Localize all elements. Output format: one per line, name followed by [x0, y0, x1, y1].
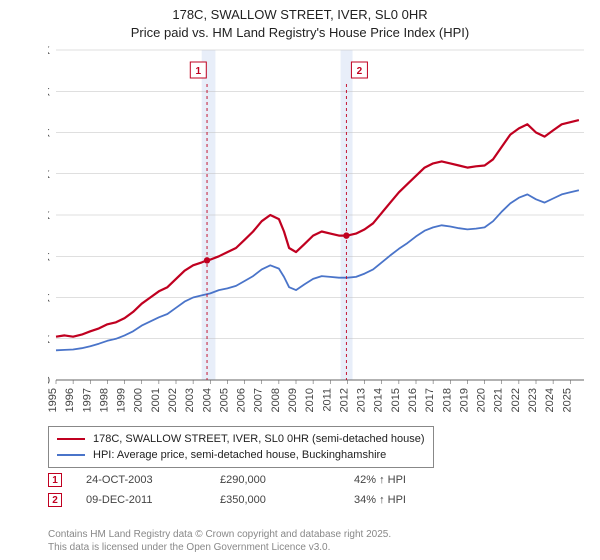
svg-text:£800K: £800K [48, 46, 51, 57]
svg-text:2005: 2005 [218, 388, 230, 412]
sale-marker-icon: 1 [48, 473, 62, 487]
legend: 178C, SWALLOW STREET, IVER, SL0 0HR (sem… [48, 426, 434, 468]
chart-container: 178C, SWALLOW STREET, IVER, SL0 0HR Pric… [0, 0, 600, 560]
sale-row: 1 24-OCT-2003 £290,000 42% ↑ HPI [48, 470, 474, 490]
svg-text:2024: 2024 [544, 388, 556, 412]
svg-text:2022: 2022 [510, 388, 522, 412]
legend-swatch [57, 438, 85, 440]
svg-text:2003: 2003 [184, 388, 196, 412]
svg-text:2010: 2010 [304, 388, 316, 412]
legend-text: 178C, SWALLOW STREET, IVER, SL0 0HR (sem… [93, 433, 425, 445]
svg-text:2018: 2018 [441, 388, 453, 412]
sale-row: 2 09-DEC-2011 £350,000 34% ↑ HPI [48, 490, 474, 510]
svg-text:£100K: £100K [48, 334, 51, 346]
sales-table: 1 24-OCT-2003 £290,000 42% ↑ HPI 2 09-DE… [48, 470, 474, 510]
svg-text:2011: 2011 [321, 388, 333, 412]
footer-line: This data is licensed under the Open Gov… [48, 541, 391, 554]
svg-text:2023: 2023 [527, 388, 539, 412]
svg-text:£200K: £200K [48, 293, 51, 305]
legend-text: HPI: Average price, semi-detached house,… [93, 449, 386, 461]
legend-row: 178C, SWALLOW STREET, IVER, SL0 0HR (sem… [57, 431, 425, 447]
svg-text:2002: 2002 [167, 388, 179, 412]
svg-text:1998: 1998 [98, 388, 110, 412]
sale-marker-icon: 2 [48, 493, 62, 507]
svg-text:£500K: £500K [48, 169, 51, 181]
chart-area: £0 £100K £200K £300K £400K £500K £600K £700K £80… [48, 46, 588, 416]
title-block: 178C, SWALLOW STREET, IVER, SL0 0HR Pric… [0, 0, 600, 41]
title-subtitle: Price paid vs. HM Land Registry's House … [0, 24, 600, 42]
svg-text:1997: 1997 [81, 388, 93, 412]
legend-row: HPI: Average price, semi-detached house,… [57, 447, 425, 463]
svg-text:2006: 2006 [236, 388, 248, 412]
chart-svg: £0 £100K £200K £300K £400K £500K £600K £700K £80… [48, 46, 588, 416]
svg-text:£600K: £600K [48, 128, 51, 140]
svg-text:2: 2 [357, 66, 363, 77]
sale-date: 09-DEC-2011 [86, 494, 196, 506]
svg-text:2020: 2020 [476, 388, 488, 412]
sale-price: £290,000 [220, 474, 330, 486]
footer: Contains HM Land Registry data © Crown c… [48, 528, 391, 554]
svg-text:1999: 1999 [116, 388, 128, 412]
svg-text:2008: 2008 [270, 388, 282, 412]
svg-text:2016: 2016 [407, 388, 419, 412]
svg-text:2000: 2000 [133, 388, 145, 412]
svg-text:2015: 2015 [390, 388, 402, 412]
svg-text:2019: 2019 [458, 388, 470, 412]
svg-text:2009: 2009 [287, 388, 299, 412]
svg-text:2012: 2012 [338, 388, 350, 412]
sale-hpi: 34% ↑ HPI [354, 494, 474, 506]
svg-text:1: 1 [196, 66, 202, 77]
svg-text:2017: 2017 [424, 388, 436, 412]
svg-text:1995: 1995 [48, 388, 59, 412]
svg-text:£300K: £300K [48, 251, 51, 263]
svg-text:2004: 2004 [201, 388, 213, 412]
svg-text:2001: 2001 [150, 388, 162, 412]
sale-hpi: 42% ↑ HPI [354, 474, 474, 486]
svg-text:2025: 2025 [561, 388, 573, 412]
svg-text:1996: 1996 [64, 388, 76, 412]
svg-text:2013: 2013 [356, 388, 368, 412]
footer-line: Contains HM Land Registry data © Crown c… [48, 528, 391, 541]
sale-price: £350,000 [220, 494, 330, 506]
svg-text:2021: 2021 [493, 388, 505, 412]
svg-text:2007: 2007 [253, 388, 265, 412]
legend-swatch [57, 454, 85, 456]
svg-text:£700K: £700K [48, 86, 51, 98]
svg-text:2014: 2014 [373, 388, 385, 412]
title-address: 178C, SWALLOW STREET, IVER, SL0 0HR [0, 6, 600, 24]
sale-date: 24-OCT-2003 [86, 474, 196, 486]
svg-text:£400K: £400K [48, 210, 51, 222]
svg-text:£0: £0 [48, 375, 50, 387]
